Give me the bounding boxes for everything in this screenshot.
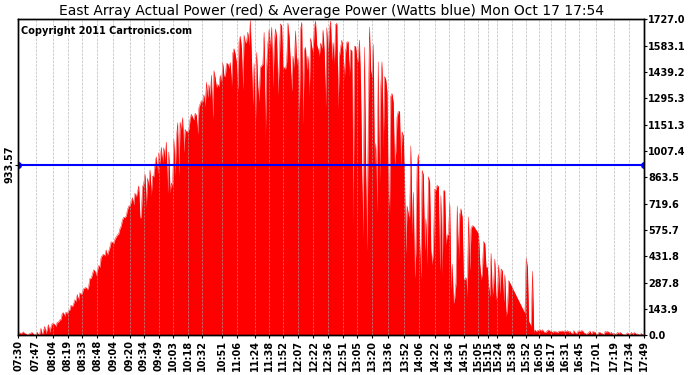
Text: Copyright 2011 Cartronics.com: Copyright 2011 Cartronics.com — [21, 26, 193, 36]
Title: East Array Actual Power (red) & Average Power (Watts blue) Mon Oct 17 17:54: East Array Actual Power (red) & Average … — [59, 4, 604, 18]
